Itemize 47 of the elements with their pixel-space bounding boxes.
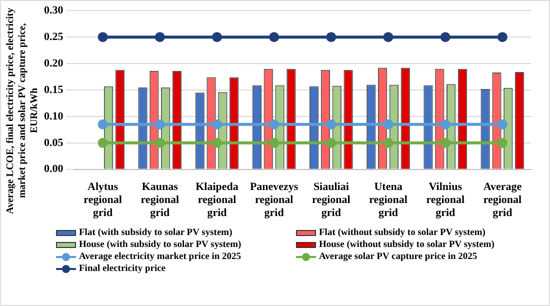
point xyxy=(154,32,165,42)
legend-label: House (with subsidy to solar PV system) xyxy=(79,240,242,250)
point xyxy=(440,119,450,130)
point xyxy=(98,138,108,148)
y-tick-label: 0.15 xyxy=(44,84,64,96)
legend-label: House (without subsidy to solar PV system) xyxy=(319,240,494,250)
y-tick-label: 0.25 xyxy=(44,30,64,43)
x-tick-label: Average regional grid xyxy=(483,180,522,220)
point xyxy=(154,119,165,130)
point xyxy=(212,138,222,148)
x-tick-label: Siauliai regional grid xyxy=(312,180,350,220)
point xyxy=(497,138,508,148)
x-tick-label: Panevezys regional grid xyxy=(250,180,299,220)
point xyxy=(212,119,222,130)
x-tick-label: Alytus regional grid xyxy=(84,180,122,220)
legend-label: Average electricity market price in 2025 xyxy=(79,252,242,262)
point xyxy=(212,32,222,42)
x-tick-label: Kaunas regional grid xyxy=(140,180,180,220)
legend-label: Flat (without subsidy to solar PV system) xyxy=(319,228,486,238)
point xyxy=(269,138,280,148)
y-tick-label: 0.20 xyxy=(44,57,64,70)
y-tick-label: 0.10 xyxy=(44,110,64,122)
point xyxy=(383,138,394,148)
y-tick-label: 0.00 xyxy=(44,163,64,176)
point xyxy=(326,138,336,148)
x-tick-label: Klaipeda regional grid xyxy=(196,180,239,220)
legend-label: Flat (with subsidy to solar PV system) xyxy=(79,228,232,238)
point xyxy=(440,138,450,148)
point xyxy=(440,32,450,42)
point xyxy=(497,32,508,42)
point xyxy=(497,119,508,130)
point xyxy=(326,32,336,42)
legend-label: Final electricity price xyxy=(79,264,166,274)
point xyxy=(154,138,165,148)
point xyxy=(383,32,394,42)
point xyxy=(383,119,394,130)
point xyxy=(269,32,280,42)
legend-label: Average solar PV capture price in 2025 xyxy=(319,252,478,262)
y-tick-label: 0.30 xyxy=(44,4,64,16)
point xyxy=(326,119,336,130)
y-axis-title: Average LCOE, final electricity price, electricity market price and solar PV capture price, EUR/kWh xyxy=(5,6,41,216)
y-tick-label: 0.05 xyxy=(44,136,64,149)
x-tick-label: Utena regional grid xyxy=(369,180,408,220)
point xyxy=(98,119,108,130)
point xyxy=(98,32,108,42)
x-tick-label: Vilnius regional grid xyxy=(426,180,465,220)
point xyxy=(269,119,280,130)
